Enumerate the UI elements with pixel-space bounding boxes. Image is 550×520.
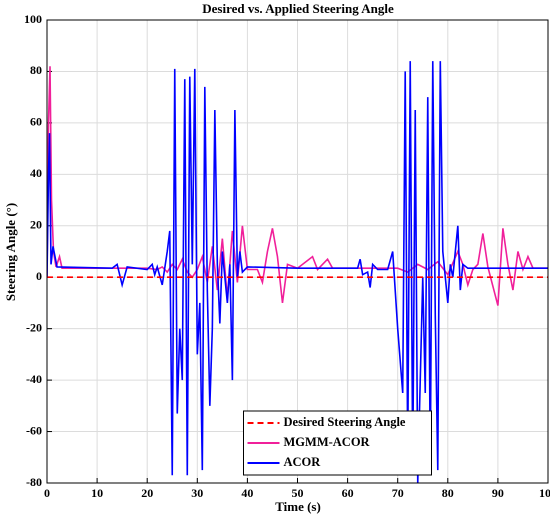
x-tick-label: 50 (292, 486, 304, 500)
x-tick-label: 100 (539, 486, 550, 500)
plot-frame (46, 19, 549, 484)
x-tick-label: 90 (492, 486, 504, 500)
series-line (47, 61, 548, 483)
y-tick-label: -80 (26, 475, 42, 489)
legend-label: MGMM-ACOR (284, 435, 371, 449)
x-tick-label: 70 (392, 486, 404, 500)
x-tick-label: 30 (191, 486, 203, 500)
y-tick-label: -60 (26, 423, 42, 437)
y-tick-label: 40 (30, 166, 42, 180)
y-tick-label: -40 (26, 372, 42, 386)
x-tick-label: 0 (44, 486, 50, 500)
x-tick-label: 80 (442, 486, 454, 500)
y-tick-label: -20 (26, 320, 42, 334)
y-tick-label: 100 (24, 12, 42, 26)
y-tick-label: 60 (30, 115, 42, 129)
legend-label: Desired Steering Angle (284, 415, 406, 429)
series-line (47, 66, 548, 306)
x-tick-label: 60 (342, 486, 354, 500)
x-tick-label: 20 (141, 486, 153, 500)
x-tick-label: 40 (241, 486, 253, 500)
y-tick-label: 80 (30, 63, 42, 77)
x-tick-label: 10 (91, 486, 103, 500)
y-axis-label: Steering Angle (°) (3, 203, 18, 301)
x-axis-label: Time (s) (275, 499, 321, 514)
legend-label: ACOR (284, 455, 322, 469)
y-tick-label: 20 (30, 218, 42, 232)
y-tick-label: 0 (36, 269, 42, 283)
chart-title: Desired vs. Applied Steering Angle (202, 1, 394, 16)
